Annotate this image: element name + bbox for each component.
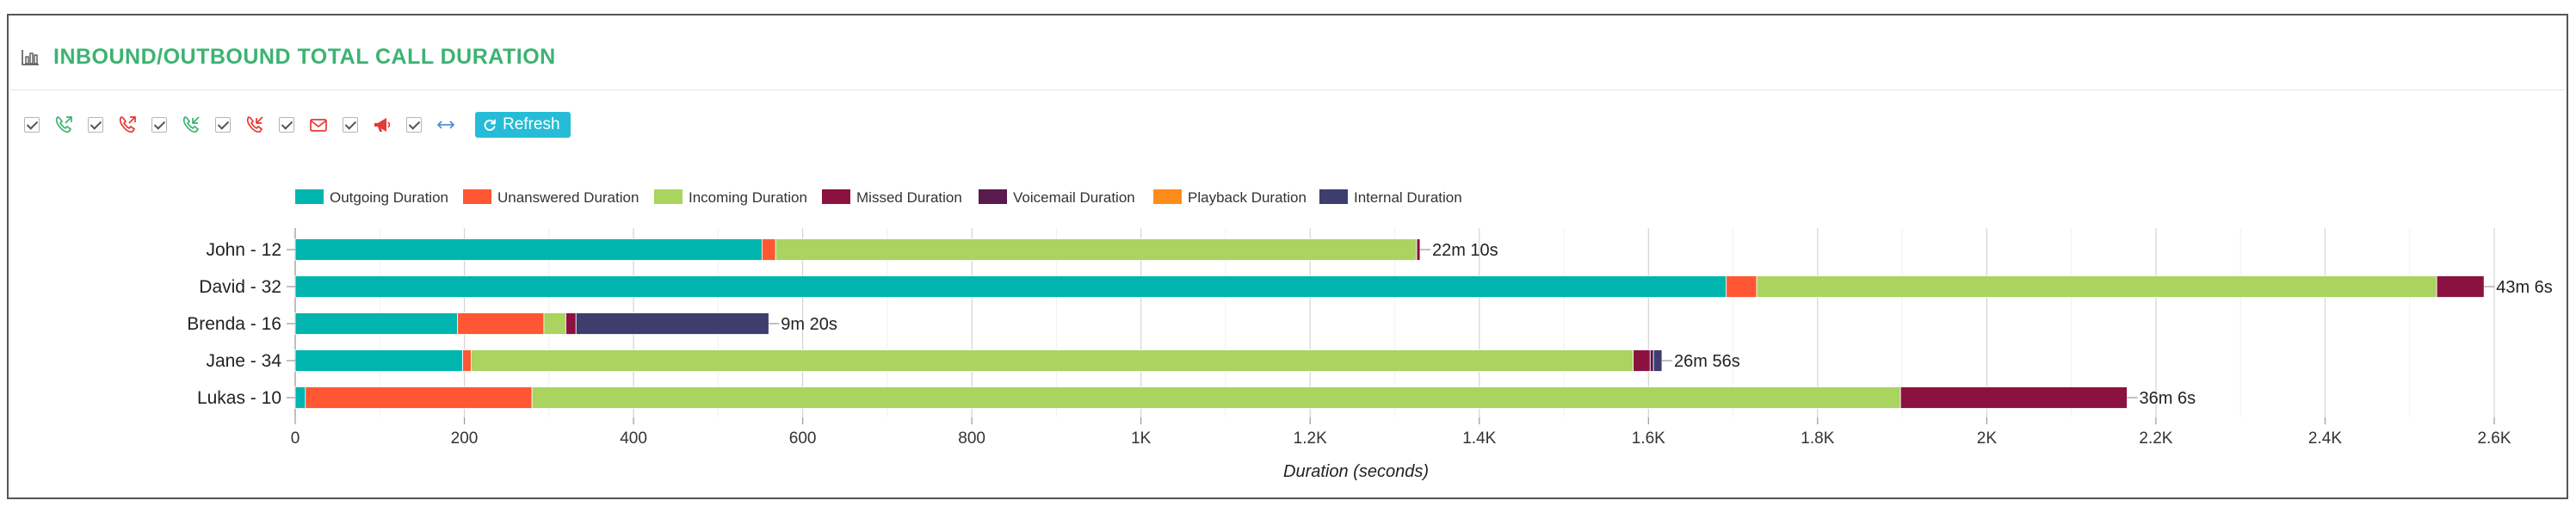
y-category-label: John - 12 <box>206 240 281 260</box>
x-tick-label: 2K <box>1977 429 1998 448</box>
unanswered-filter-checkbox[interactable] <box>88 117 103 133</box>
refresh-icon <box>483 118 497 132</box>
legend-swatch[interactable] <box>1153 189 1182 204</box>
y-category-label: Brenda - 16 <box>187 314 281 334</box>
refresh-label: Refresh <box>503 115 560 133</box>
unanswered-call-icon <box>116 114 139 136</box>
page-title: INBOUND/OUTBOUND TOTAL CALL DURATION <box>53 44 556 69</box>
playback-filter-checkbox[interactable] <box>343 117 358 133</box>
bar-segment[interactable] <box>1900 386 2128 409</box>
bar-segment[interactable] <box>1633 349 1651 372</box>
bar-segment[interactable] <box>457 312 545 335</box>
bar-segment[interactable] <box>1649 349 1654 372</box>
incoming-filter-checkbox[interactable] <box>151 117 167 133</box>
x-tick-label: 400 <box>620 429 647 448</box>
bar-segment[interactable] <box>294 312 459 335</box>
legend-swatch[interactable] <box>979 189 1007 204</box>
legend-swatch[interactable] <box>295 189 324 204</box>
legend-swatch[interactable] <box>654 189 683 204</box>
bar-segment[interactable] <box>762 238 776 261</box>
panel-header: INBOUND/OUTBOUND TOTAL CALL DURATION <box>21 31 556 83</box>
filter-toolbar: Refresh <box>24 112 571 138</box>
bar-segment[interactable] <box>575 312 769 335</box>
legend-label[interactable]: Internal Duration <box>1354 189 1462 206</box>
legend-label[interactable]: Unanswered Duration <box>497 189 639 206</box>
missed-filter-checkbox[interactable] <box>215 117 231 133</box>
bar-total-label: 22m 10s <box>1432 241 1498 260</box>
internal-transfer-icon <box>435 114 457 136</box>
x-tick-label: 1.6K <box>1632 429 1665 448</box>
voicemail-envelope-icon <box>307 114 330 136</box>
x-tick-label: 200 <box>451 429 479 448</box>
bar-segment[interactable] <box>462 349 472 372</box>
bar-segment[interactable] <box>294 386 306 409</box>
legend-label[interactable]: Incoming Duration <box>689 189 807 206</box>
bar-segment[interactable] <box>1756 275 2437 298</box>
x-tick-label: 800 <box>958 429 985 448</box>
bar-segment[interactable] <box>294 238 763 261</box>
legend-label[interactable]: Missed Duration <box>856 189 962 206</box>
refresh-button[interactable]: Refresh <box>475 112 571 138</box>
internal-filter-checkbox[interactable] <box>406 117 422 133</box>
bar-total-label: 43m 6s <box>2496 278 2553 297</box>
x-tick-label: 2.6K <box>2477 429 2511 448</box>
bar-segment[interactable] <box>1726 275 1757 298</box>
y-category-label: Lukas - 10 <box>197 388 281 408</box>
legend-swatch[interactable] <box>463 189 491 204</box>
x-tick-label: 0 <box>291 429 300 448</box>
legend-label[interactable]: Playback Duration <box>1188 189 1307 206</box>
bar-segment[interactable] <box>2436 275 2485 298</box>
legend-swatch[interactable] <box>822 189 850 204</box>
legend-swatch[interactable] <box>1319 189 1348 204</box>
bar-total-label: 36m 6s <box>2140 389 2196 408</box>
legend-label[interactable]: Voicemail Duration <box>1013 189 1135 206</box>
voicemail-filter-checkbox[interactable] <box>279 117 294 133</box>
bar-chart-icon <box>22 50 39 65</box>
playback-megaphone-icon <box>371 114 393 136</box>
bar-segment[interactable] <box>471 349 1634 372</box>
legend-label[interactable]: Outgoing Duration <box>330 189 448 206</box>
bar-segment[interactable] <box>775 238 1418 261</box>
bar-total-label: 9m 20s <box>781 315 837 334</box>
bar-segment[interactable] <box>565 312 577 335</box>
bar-total-label: 26m 56s <box>1674 352 1740 371</box>
bar-segment[interactable] <box>543 312 566 335</box>
x-tick-label: 1.4K <box>1462 429 1496 448</box>
y-category-label: David - 32 <box>199 277 281 297</box>
bar-segment[interactable] <box>294 275 1727 298</box>
bar-segment[interactable] <box>1416 238 1421 261</box>
missed-call-icon <box>244 114 266 136</box>
outgoing-call-icon <box>53 114 75 136</box>
x-tick-label: 2.2K <box>2139 429 2172 448</box>
x-axis-title: Duration (seconds) <box>1283 462 1429 481</box>
bar-segment[interactable] <box>1652 349 1663 372</box>
x-tick-label: 2.4K <box>2308 429 2342 448</box>
outgoing-filter-checkbox[interactable] <box>24 117 40 133</box>
x-tick-label: 600 <box>789 429 817 448</box>
x-tick-label: 1.2K <box>1294 429 1327 448</box>
incoming-call-icon <box>180 114 202 136</box>
x-tick-label: 1K <box>1131 429 1152 448</box>
bar-segment[interactable] <box>294 349 463 372</box>
bar-segment[interactable] <box>305 386 533 409</box>
y-category-label: Jane - 34 <box>206 351 281 371</box>
bar-segment[interactable] <box>531 386 1901 409</box>
x-tick-label: 1.8K <box>1801 429 1834 448</box>
